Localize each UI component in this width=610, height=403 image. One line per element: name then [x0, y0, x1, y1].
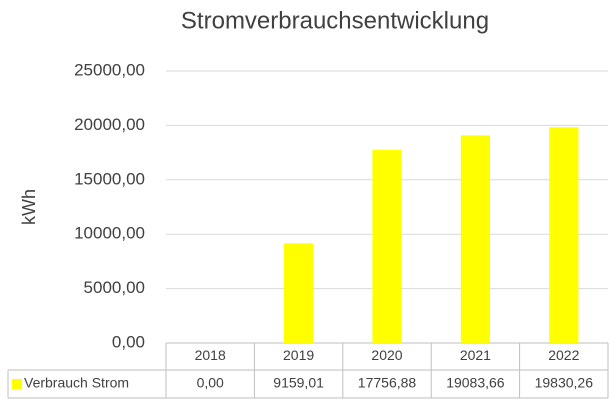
- bar: [372, 149, 402, 343]
- bar: [284, 243, 314, 343]
- legend-key: [12, 379, 22, 389]
- data-table-value: 0,00: [197, 375, 224, 391]
- data-table-value: 17756,88: [358, 375, 417, 391]
- x-tick-label: 2019: [283, 347, 314, 363]
- data-table-value: 19830,26: [535, 375, 594, 391]
- data-table-value: 19083,66: [446, 375, 505, 391]
- x-tick-label: 2022: [548, 347, 579, 363]
- y-tick-label: 10000,00: [74, 224, 145, 243]
- bar: [549, 127, 579, 344]
- bar: [460, 135, 490, 343]
- y-tick-label: 20000,00: [74, 115, 145, 134]
- y-tick-label: 0,00: [112, 332, 145, 351]
- x-tick-label: 2018: [195, 347, 226, 363]
- x-tick-label: 2020: [371, 347, 402, 363]
- data-table-value: 9159,01: [273, 375, 324, 391]
- y-tick-label: 25000,00: [74, 60, 145, 79]
- chart-title: Stromverbrauchsentwicklung: [181, 7, 489, 34]
- y-axis-label: kWh: [19, 189, 39, 225]
- y-tick-label: 15000,00: [74, 169, 145, 188]
- y-tick-label: 5000,00: [84, 278, 145, 297]
- x-tick-label: 2021: [460, 347, 491, 363]
- legend-label: Verbrauch Strom: [24, 375, 129, 391]
